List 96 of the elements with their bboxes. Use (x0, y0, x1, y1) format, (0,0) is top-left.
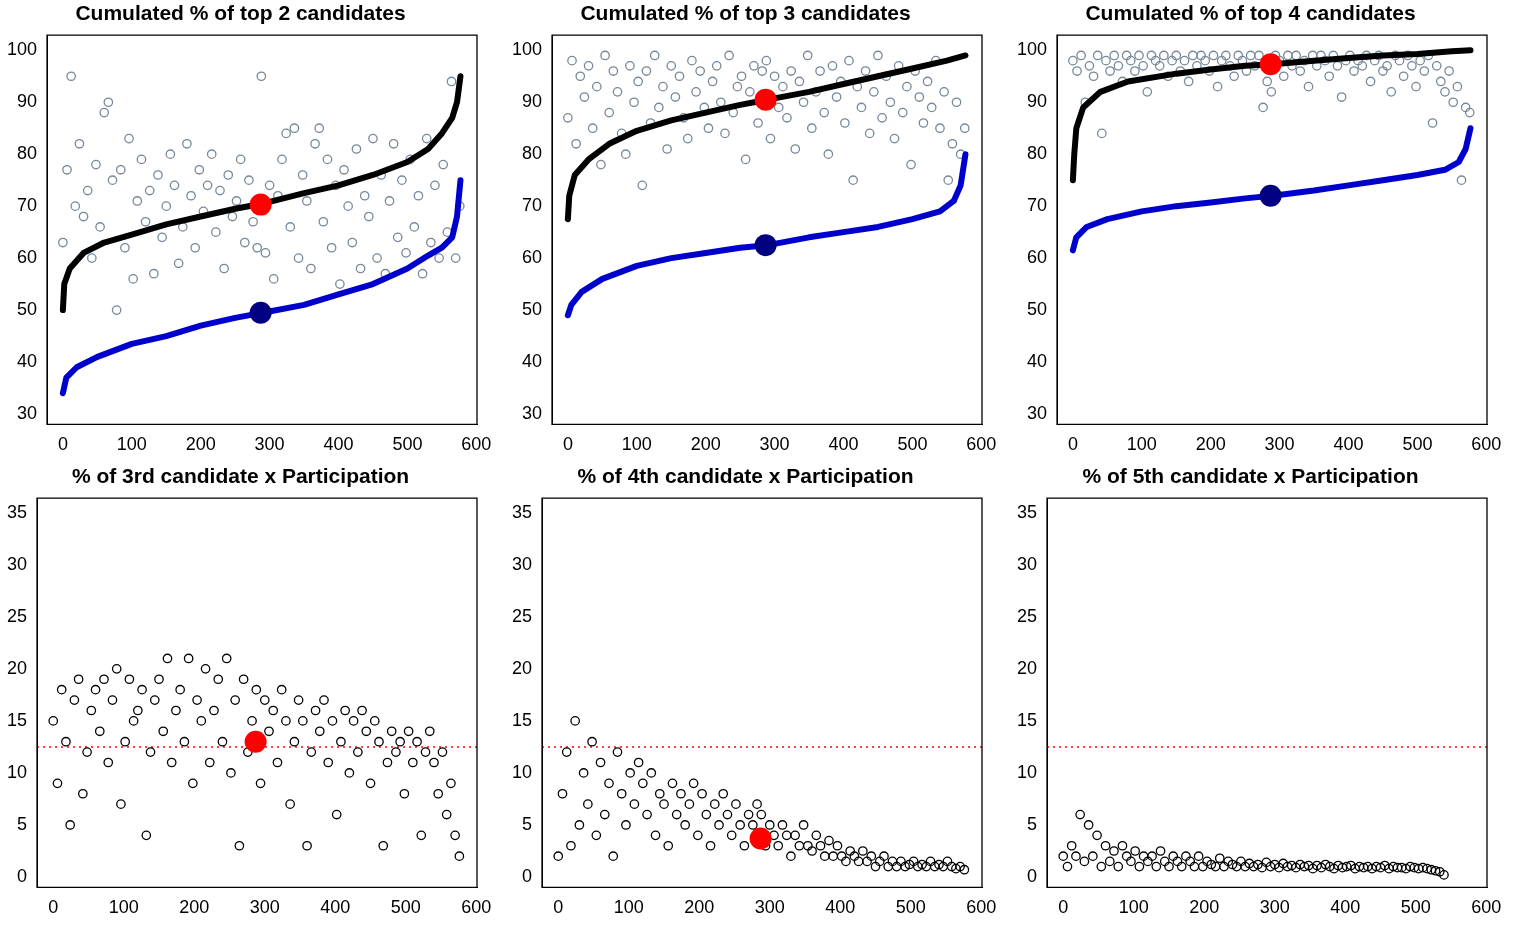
x-tick-label: 600 (966, 897, 997, 918)
x-tick-label: 400 (320, 897, 351, 918)
y-tick-label: 0 (1027, 865, 1038, 886)
y-tick-label: 70 (17, 195, 38, 216)
y-tick-label: 80 (522, 143, 543, 164)
y-tick-label: 30 (1027, 402, 1048, 423)
x-tick-label: 400 (825, 897, 856, 918)
x-tick-label: 500 (1400, 897, 1431, 918)
y-tick-label: 100 (6, 39, 38, 60)
y-tick-label: 15 (6, 709, 28, 730)
x-tick-label: 600 (1471, 897, 1502, 918)
x-tick-label: 100 (613, 897, 644, 918)
y-tick-label: 40 (1027, 351, 1048, 372)
x-tick-label: 200 (1189, 897, 1220, 918)
chart-title: Cumulated % of top 3 candidates (580, 1, 911, 25)
x-tick-label: 300 (249, 897, 280, 918)
x-tick-label: 300 (1264, 434, 1295, 455)
x-tick-label: 100 (621, 434, 652, 455)
y-tick-label: 25 (1016, 605, 1038, 626)
x-tick-label: 0 (553, 897, 564, 918)
x-tick-label: 500 (1402, 434, 1433, 455)
x-tick-label: 500 (895, 897, 926, 918)
x-tick-label: 0 (48, 897, 59, 918)
y-tick-label: 30 (6, 553, 28, 574)
y-tick-label: 50 (17, 299, 38, 320)
y-tick-label: 30 (511, 553, 533, 574)
y-tick-label: 30 (1016, 553, 1038, 574)
x-tick-label: 500 (392, 434, 423, 455)
y-tick-label: 25 (6, 605, 28, 626)
x-tick-label: 200 (185, 434, 216, 455)
chart-title: Cumulated % of top 2 candidates (75, 1, 406, 25)
x-tick-label: 0 (57, 434, 68, 455)
x-tick-label: 200 (179, 897, 210, 918)
y-tick-label: 15 (1016, 709, 1038, 730)
x-tick-label: 400 (1330, 897, 1361, 918)
chart-title: Cumulated % of top 4 candidates (1085, 1, 1416, 25)
y-tick-label: 100 (1016, 39, 1048, 60)
y-tick-label: 100 (511, 39, 543, 60)
x-tick-label: 0 (562, 434, 573, 455)
y-tick-label: 0 (522, 865, 533, 886)
x-tick-label: 200 (690, 434, 721, 455)
chart-title: % of 3rd candidate x Participation (71, 464, 410, 488)
x-tick-label: 500 (897, 434, 928, 455)
y-tick-label: 60 (17, 247, 38, 268)
y-tick-label: 20 (1016, 657, 1038, 678)
y-tick-label: 35 (1016, 501, 1038, 522)
x-tick-label: 600 (461, 434, 492, 455)
y-tick-label: 10 (6, 761, 28, 782)
y-tick-label: 5 (17, 813, 28, 834)
chart-title: % of 4th candidate x Participation (577, 464, 914, 488)
y-tick-label: 35 (6, 501, 28, 522)
y-tick-label: 15 (511, 709, 533, 730)
y-tick-label: 10 (1016, 761, 1038, 782)
y-tick-label: 20 (6, 657, 28, 678)
y-tick-label: 30 (522, 402, 543, 423)
y-tick-label: 70 (1027, 195, 1048, 216)
y-tick-label: 50 (522, 299, 543, 320)
x-tick-label: 600 (1471, 434, 1502, 455)
x-tick-label: 0 (1058, 897, 1069, 918)
y-tick-label: 90 (17, 91, 38, 112)
y-tick-label: 50 (1027, 299, 1048, 320)
x-tick-label: 600 (966, 434, 997, 455)
y-tick-label: 0 (17, 865, 28, 886)
x-tick-label: 300 (1259, 897, 1290, 918)
x-tick-label: 300 (759, 434, 790, 455)
x-tick-label: 100 (1126, 434, 1157, 455)
x-tick-label: 200 (1195, 434, 1226, 455)
x-tick-label: 200 (684, 897, 715, 918)
y-tick-label: 35 (511, 501, 533, 522)
y-tick-label: 80 (1027, 143, 1048, 164)
y-tick-label: 25 (511, 605, 533, 626)
y-tick-label: 60 (522, 247, 543, 268)
x-tick-label: 600 (461, 897, 492, 918)
x-tick-label: 300 (754, 897, 785, 918)
x-tick-label: 100 (116, 434, 147, 455)
y-tick-label: 40 (522, 351, 543, 372)
y-tick-label: 80 (17, 143, 38, 164)
y-tick-label: 70 (522, 195, 543, 216)
y-tick-label: 10 (511, 761, 533, 782)
x-tick-label: 400 (323, 434, 354, 455)
x-tick-label: 100 (1118, 897, 1149, 918)
x-tick-label: 0 (1067, 434, 1078, 455)
y-tick-label: 40 (17, 351, 38, 372)
chart-title: % of 5th candidate x Participation (1082, 464, 1419, 488)
x-tick-label: 500 (390, 897, 421, 918)
y-tick-label: 90 (1027, 91, 1048, 112)
y-tick-label: 30 (17, 402, 38, 423)
y-tick-label: 60 (1027, 247, 1048, 268)
y-tick-label: 20 (511, 657, 533, 678)
x-tick-label: 300 (254, 434, 285, 455)
x-tick-label: 400 (828, 434, 859, 455)
y-tick-label: 90 (522, 91, 543, 112)
x-tick-label: 400 (1333, 434, 1364, 455)
y-tick-label: 5 (1027, 813, 1038, 834)
y-tick-label: 5 (522, 813, 533, 834)
x-tick-label: 100 (108, 897, 139, 918)
